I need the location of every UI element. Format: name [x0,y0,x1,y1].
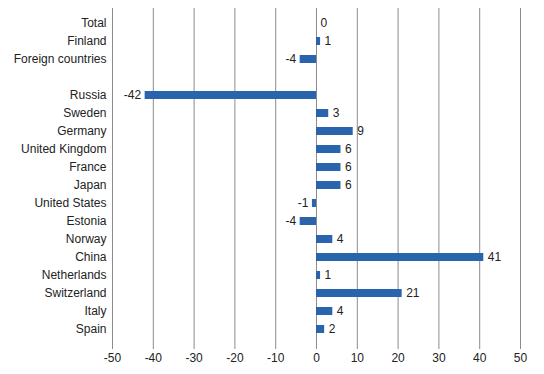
svg-text:Norway: Norway [66,232,107,246]
svg-text:-20: -20 [226,351,244,365]
svg-text:Sweden: Sweden [63,106,106,120]
svg-text:-4: -4 [286,52,297,66]
svg-text:4: 4 [337,232,344,246]
svg-text:0: 0 [313,351,320,365]
svg-text:1: 1 [325,268,332,282]
svg-text:United Kingdom: United Kingdom [21,142,106,156]
svg-text:-42: -42 [124,88,142,102]
svg-text:Germany: Germany [57,124,106,138]
svg-text:10: 10 [351,351,365,365]
svg-text:9: 9 [357,124,364,138]
svg-text:Italy: Italy [84,304,106,318]
svg-text:50: 50 [514,351,528,365]
svg-text:6: 6 [345,160,352,174]
svg-text:Russia: Russia [70,88,107,102]
svg-text:6: 6 [345,178,352,192]
svg-text:-4: -4 [286,214,297,228]
svg-text:41: 41 [488,250,502,264]
svg-text:30: 30 [432,351,446,365]
svg-text:-1: -1 [298,196,309,210]
svg-text:France: France [69,160,107,174]
svg-text:1: 1 [325,34,332,48]
svg-text:Estonia: Estonia [66,214,106,228]
svg-text:Netherlands: Netherlands [42,268,107,282]
svg-text:-40: -40 [145,351,163,365]
svg-text:40: 40 [473,351,487,365]
svg-text:Total: Total [81,16,106,30]
svg-text:Foreign countries: Foreign countries [14,52,107,66]
svg-text:-10: -10 [267,351,285,365]
svg-text:20: 20 [391,351,405,365]
svg-text:2: 2 [329,322,336,336]
svg-text:4: 4 [337,304,344,318]
svg-text:6: 6 [345,142,352,156]
svg-text:21: 21 [406,286,420,300]
svg-text:Finland: Finland [67,34,106,48]
svg-text:-30: -30 [185,351,203,365]
svg-text:Japan: Japan [74,178,107,192]
svg-text:-50: -50 [104,351,122,365]
svg-text:Spain: Spain [76,322,107,336]
svg-text:China: China [75,250,107,264]
svg-text:Switzerland: Switzerland [44,286,106,300]
svg-text:0: 0 [321,16,328,30]
svg-text:3: 3 [333,106,340,120]
svg-text:United States: United States [34,196,106,210]
